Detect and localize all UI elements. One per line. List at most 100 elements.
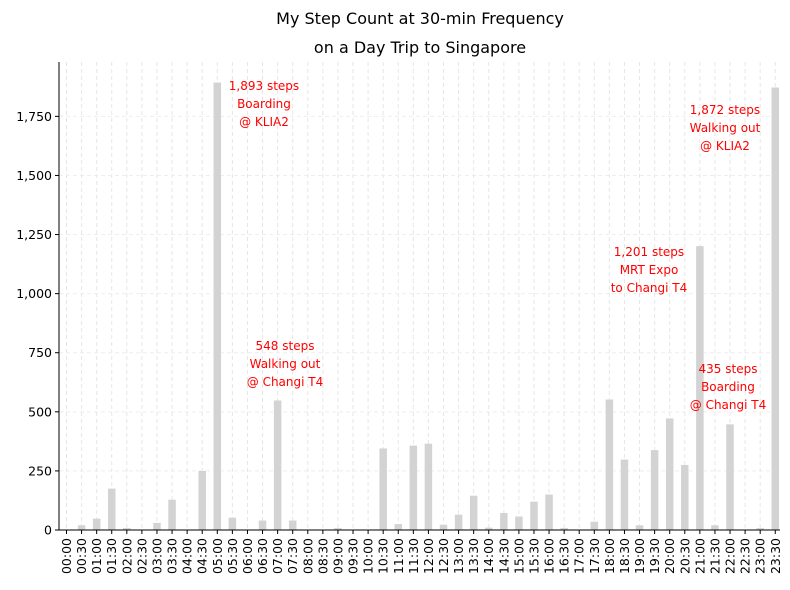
x-tick-label: 19:00 [632, 538, 647, 574]
bar-06:30 [258, 520, 267, 530]
annotation-21:00: 1,201 steps MRT Expo to Changi T4 [611, 245, 688, 295]
x-tick-label: 07:00 [270, 538, 285, 574]
y-tick-label: 1,500 [16, 168, 52, 183]
y-tick-label: 250 [28, 463, 52, 478]
x-tick-label: 02:30 [134, 538, 149, 574]
x-tick-label: 11:30 [406, 538, 421, 574]
annotation-line: to Changi T4 [611, 281, 688, 295]
bar-03:00 [153, 522, 161, 530]
x-tick-label: 02:00 [119, 538, 134, 574]
x-tick-label: 20:00 [662, 538, 677, 574]
annotation-line: @ Changi T4 [690, 398, 767, 412]
grid-lines [59, 62, 780, 531]
bar-14:30 [500, 512, 508, 530]
bar-23:00 [756, 528, 764, 530]
x-tick-label: 06:00 [240, 538, 255, 574]
y-tick-label: 1,750 [16, 109, 52, 124]
x-tick-label: 09:00 [330, 538, 345, 574]
bar-23:30 [771, 87, 780, 530]
annotation-line: @ KLIA2 [700, 139, 750, 153]
x-tick-label: 13:00 [451, 538, 466, 574]
bar-16:30 [560, 528, 568, 530]
chart-title: My Step Count at 30-min Frequency [276, 9, 564, 28]
bar-05:30 [228, 517, 237, 530]
annotation-line: Boarding [701, 380, 755, 394]
x-tick-label: 20:30 [677, 538, 692, 574]
annotation-line: 435 steps [699, 362, 758, 376]
y-tick-label: 1,250 [16, 227, 52, 242]
bar-10:30 [379, 448, 387, 530]
x-tick-label: 19:30 [647, 538, 662, 574]
annotation-line: Boarding [237, 97, 291, 111]
annotation-22:00: 435 steps Boarding @ Changi T4 [690, 362, 767, 412]
bar-20:00 [665, 418, 674, 530]
y-tick-label: 500 [28, 404, 52, 419]
x-tick-label: 22:30 [738, 538, 753, 574]
bar-01:30 [107, 488, 116, 530]
x-tick-label: 01:30 [104, 538, 119, 574]
annotation-line: 1,872 steps [690, 103, 760, 117]
bar-13:00 [454, 514, 463, 530]
x-tick-label: 18:30 [617, 538, 632, 574]
annotation-line: 1,893 steps [229, 79, 299, 93]
bar-01:00 [92, 518, 101, 530]
bar-03:30 [168, 499, 176, 530]
x-tick-label: 12:30 [436, 538, 451, 574]
bar-04:30 [198, 470, 206, 530]
x-tick-label: 14:00 [481, 538, 496, 574]
x-tick-label: 04:30 [195, 538, 210, 574]
bar-15:30 [530, 501, 538, 530]
x-tick-label: 17:00 [572, 538, 587, 574]
y-axis-ticks: 0 250 500 750 1,000 1,250 1,500 1,750 [16, 109, 59, 538]
x-tick-label: 05:00 [210, 538, 225, 574]
bar-07:30 [288, 520, 297, 530]
x-tick-label: 00:00 [59, 538, 74, 574]
bar-12:00 [424, 443, 433, 530]
x-tick-label: 00:30 [74, 538, 89, 574]
x-tick-label: 10:00 [361, 538, 376, 574]
annotation-line: Walking out [690, 121, 761, 135]
bar-18:30 [620, 459, 629, 530]
x-tick-label: 09:30 [346, 538, 361, 574]
bar-05:00 [213, 82, 222, 531]
annotation-line: MRT Expo [620, 263, 679, 277]
annotation-05:00: 1,893 steps Boarding @ KLIA2 [229, 79, 299, 129]
x-tick-label: 23:00 [753, 538, 768, 574]
x-tick-label: 07:30 [285, 538, 300, 574]
annotations: 1,893 steps Boarding @ KLIA2 548 steps Walki… [229, 79, 766, 412]
x-tick-label: 21:00 [692, 538, 707, 574]
axes [58, 62, 780, 531]
annotation-line: @ KLIA2 [239, 115, 289, 129]
x-tick-label: 21:30 [707, 538, 722, 574]
bar-21:30 [711, 525, 719, 530]
annotation-07:00: 548 steps Walking out @ Changi T4 [247, 339, 324, 389]
x-tick-label: 16:00 [542, 538, 557, 574]
x-tick-label: 18:00 [602, 538, 617, 574]
x-tick-label: 04:00 [180, 538, 195, 574]
annotation-23:30: 1,872 steps Walking out @ KLIA2 [690, 103, 761, 153]
bar-22:00 [726, 424, 734, 530]
bar-17:30 [590, 521, 599, 530]
bar-15:00 [515, 516, 523, 530]
x-tick-label: 01:00 [89, 538, 104, 574]
annotation-line: 548 steps [256, 339, 315, 353]
bar-11:00 [394, 524, 403, 530]
x-tick-label: 23:30 [768, 538, 783, 574]
bar-14:00 [484, 527, 493, 530]
x-tick-label: 14:30 [496, 538, 511, 574]
bar-21:00 [696, 246, 704, 531]
bar-11:30 [409, 445, 418, 530]
x-axis-ticks: 00:00 00:30 01:00 01:30 02:00 02:30 03:00 03:30… [59, 530, 783, 574]
x-tick-label: 22:00 [723, 538, 738, 574]
bar-18:00 [605, 399, 614, 530]
bar-20:30 [681, 465, 689, 530]
x-tick-label: 08:00 [300, 538, 315, 574]
bar-09:00 [334, 528, 342, 530]
bar-07:00 [273, 400, 282, 530]
x-tick-label: 10:30 [376, 538, 391, 574]
bar-02:00 [123, 528, 131, 530]
bar-13:30 [469, 495, 478, 530]
x-tick-label: 17:30 [587, 538, 602, 574]
x-tick-label: 15:30 [526, 538, 541, 574]
